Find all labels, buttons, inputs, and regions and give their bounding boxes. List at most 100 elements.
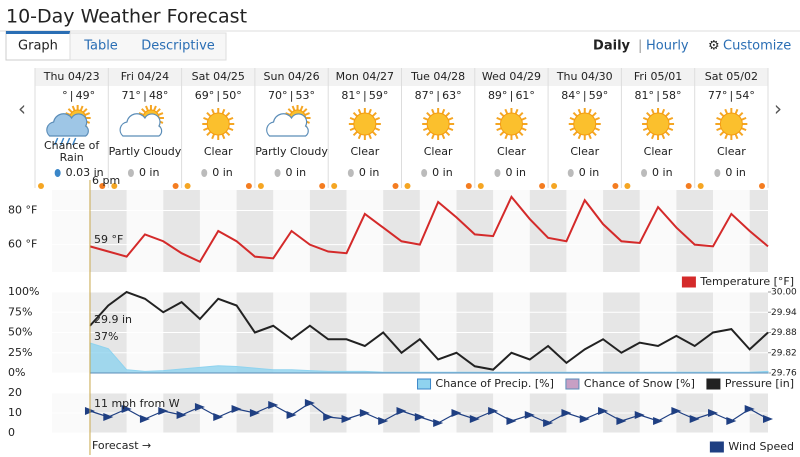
sun-ray	[368, 108, 372, 115]
wind-marker	[671, 407, 682, 415]
mode[interactable]: Hourly	[646, 39, 689, 54]
sun-ray	[431, 108, 435, 115]
sun-ray	[504, 108, 509, 115]
day-date: Thu 04/30	[556, 70, 613, 83]
next-arrow[interactable]: ›	[774, 97, 782, 121]
condition: Clear	[497, 145, 526, 158]
sun-ray	[521, 116, 527, 121]
night-band	[236, 190, 274, 272]
sun-ray	[661, 108, 666, 115]
tab[interactable]: Descriptive	[141, 39, 215, 54]
y2-tick-label: 29.82	[771, 348, 797, 358]
wind-marker	[488, 407, 499, 415]
sun-ray	[445, 111, 451, 117]
y2-tick-label: 29.88	[771, 328, 797, 338]
y-tick-label: 50%	[8, 326, 32, 339]
line	[89, 290, 769, 371]
sun-ray	[352, 111, 358, 117]
sun-ray	[302, 108, 308, 114]
sun	[499, 112, 523, 136]
cloud	[46, 113, 89, 137]
rain-drop	[59, 137, 65, 146]
day-header	[694, 68, 768, 86]
hi-lo-sep: |	[510, 89, 514, 102]
sun-ray	[514, 133, 519, 140]
gear-icon[interactable]: ⚙	[708, 39, 720, 54]
condition: Chance of Rain	[44, 139, 100, 164]
wind-marker	[249, 409, 260, 417]
sun-ray	[496, 116, 502, 121]
hi-lo-sep: |	[583, 89, 587, 102]
annotation: 37%	[94, 330, 118, 343]
day-header	[474, 68, 549, 86]
wind-marker	[689, 415, 700, 423]
sunrise	[404, 183, 411, 189]
y-tick-label: 20	[8, 386, 22, 399]
customize[interactable]: Customize	[723, 39, 791, 54]
sun-ray	[67, 108, 73, 114]
sun-ray	[518, 131, 524, 137]
sun-ray	[145, 105, 149, 111]
tab[interactable]: Graph	[18, 39, 58, 54]
wind-marker	[579, 415, 590, 423]
day-date: Thu 04/23	[43, 70, 100, 83]
wind-marker	[744, 405, 755, 413]
sun-ray	[447, 127, 454, 132]
day-header	[548, 68, 622, 86]
precip: 0 in	[359, 166, 380, 179]
day-date: Sat 04/25	[192, 70, 245, 83]
wind-marker	[763, 415, 773, 423]
sunset	[685, 183, 692, 189]
sun-ray	[352, 131, 358, 137]
day-date: Fri 04/24	[121, 70, 169, 83]
area	[89, 342, 769, 374]
wind-marker	[451, 409, 462, 417]
page-title: 10-Day Weather Forecast	[6, 6, 247, 28]
prev-arrow[interactable]: ‹	[18, 97, 26, 121]
sun-ray	[719, 111, 725, 117]
legend-swatch	[709, 441, 724, 453]
sun-ray	[661, 133, 666, 140]
precip-drop	[494, 169, 501, 177]
sun-ray	[724, 108, 729, 115]
condition: Clear	[424, 145, 453, 158]
precip-drop	[567, 169, 574, 177]
sun-ray	[646, 111, 651, 117]
sunset	[319, 183, 326, 189]
sun-ray	[738, 131, 744, 137]
sun-ray	[225, 111, 231, 117]
wind-marker	[524, 411, 535, 419]
sun-ray	[357, 108, 362, 115]
day-hi: 89°	[488, 89, 508, 102]
sun-ray	[577, 108, 582, 115]
sun-ray	[422, 127, 429, 132]
wind-marker	[414, 413, 425, 421]
day-date: Mon 04/27	[336, 70, 394, 83]
tab[interactable]: Table	[83, 39, 118, 54]
condition: Clear	[204, 145, 233, 158]
mode[interactable]: Daily	[593, 39, 630, 54]
rain-drop	[71, 137, 77, 146]
hi-lo-sep: |	[729, 89, 733, 102]
day-lo: 53°	[296, 89, 316, 102]
precip: 0 in	[505, 166, 526, 179]
sun-ray	[299, 105, 304, 111]
precip: 0 in	[286, 166, 307, 179]
condition: Clear	[717, 145, 746, 158]
sun-ray	[141, 108, 147, 114]
sun-ray	[228, 116, 234, 121]
wind-marker	[194, 403, 205, 411]
precip-drop	[274, 169, 281, 177]
precip: 0 in	[725, 166, 746, 179]
day-hi: 87°	[415, 89, 435, 102]
legend-label: Wind Speed	[728, 440, 794, 453]
tab-bg	[69, 32, 227, 61]
precip-drop	[201, 169, 208, 177]
sun-ray	[228, 127, 234, 132]
precip-drop	[641, 169, 648, 177]
sun-ray	[667, 116, 674, 121]
wind-marker	[213, 413, 224, 421]
cloud	[266, 113, 309, 137]
hi-lo-sep: |	[216, 89, 220, 102]
sun-ray	[569, 127, 575, 132]
